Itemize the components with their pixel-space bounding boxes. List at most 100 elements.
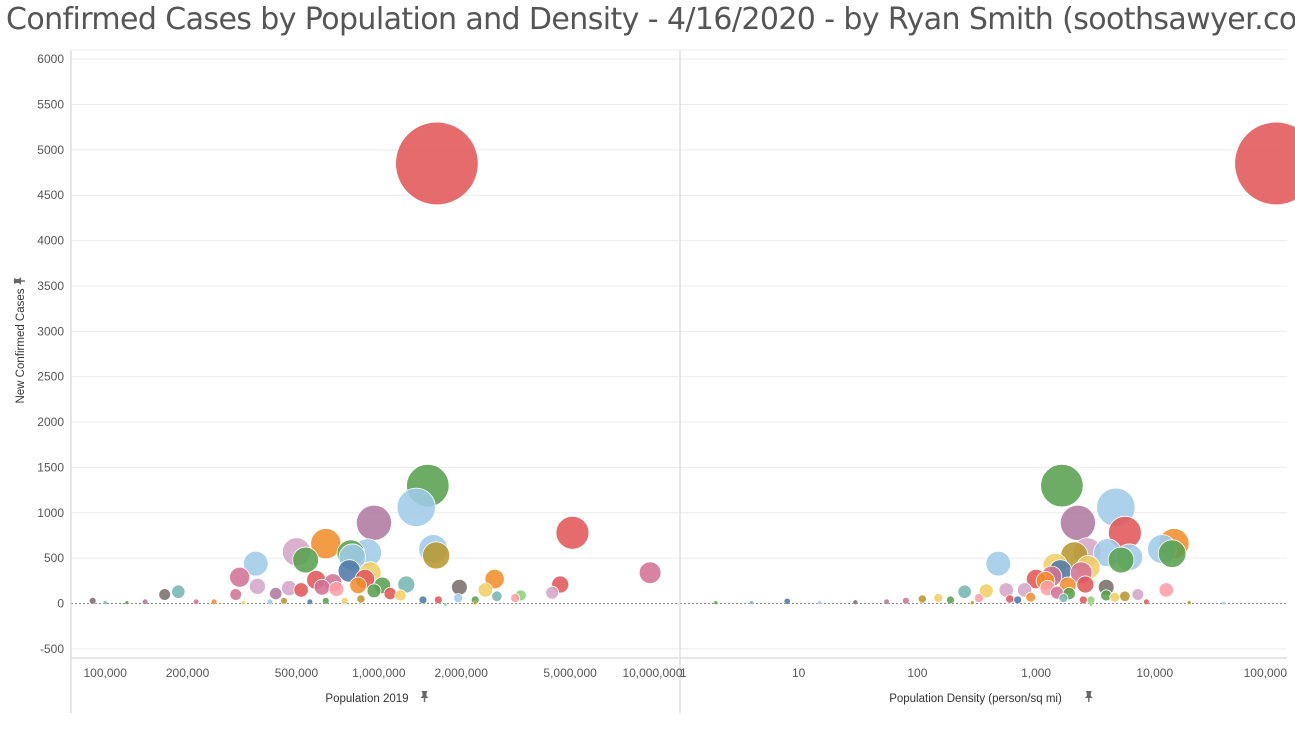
data-point[interactable] [784, 598, 791, 605]
data-point[interactable] [1013, 596, 1022, 604]
data-point[interactable] [1005, 594, 1015, 604]
data-point[interactable] [292, 546, 319, 574]
data-point[interactable] [985, 550, 1012, 577]
data-point[interactable] [313, 578, 331, 596]
data-point[interactable] [713, 600, 718, 605]
data-point[interactable] [1059, 504, 1096, 541]
data-point[interactable] [1058, 593, 1069, 604]
data-point[interactable] [158, 588, 172, 601]
x-axis-title: Population 2019 [325, 693, 408, 705]
data-point[interactable] [1109, 591, 1121, 603]
data-point[interactable] [510, 593, 521, 604]
data-point[interactable] [395, 121, 479, 206]
data-point[interactable] [366, 583, 382, 599]
data-point[interactable] [451, 578, 468, 596]
plot-frame [70, 49, 1287, 713]
data-point[interactable] [1143, 598, 1150, 605]
data-point[interactable] [946, 596, 955, 604]
x-tick-label: 2,000,000 [435, 666, 489, 680]
data-point[interactable] [638, 561, 662, 584]
data-point[interactable] [1076, 575, 1095, 594]
data-point[interactable] [477, 582, 493, 598]
data-point[interactable] [193, 598, 199, 605]
data-point[interactable] [1158, 582, 1174, 598]
data-point[interactable] [89, 597, 97, 605]
y-tick-label: 2500 [37, 370, 64, 384]
data-point[interactable] [349, 576, 367, 595]
data-point[interactable] [917, 594, 927, 604]
data-point[interactable] [1157, 539, 1187, 568]
data-point[interactable] [341, 597, 349, 605]
pin-icon[interactable] [14, 277, 25, 285]
data-point[interactable] [1221, 601, 1226, 605]
data-point[interactable] [852, 599, 858, 605]
data-point[interactable] [394, 589, 407, 602]
data-point[interactable] [103, 600, 108, 605]
data-point[interactable] [1234, 121, 1295, 206]
data-point[interactable] [383, 586, 397, 601]
data-point[interactable] [957, 584, 972, 599]
data-point[interactable] [229, 588, 243, 601]
data-point[interactable] [396, 487, 436, 527]
data-point[interactable] [817, 600, 822, 605]
data-point[interactable] [1119, 590, 1131, 602]
data-point[interactable] [328, 581, 345, 597]
x-tick-label: 500,000 [275, 666, 319, 680]
x-tick-label: 5,000,000 [543, 666, 597, 680]
data-point[interactable] [473, 600, 478, 605]
data-point[interactable] [443, 602, 448, 607]
data-point[interactable] [248, 577, 266, 595]
data-point[interactable] [422, 541, 451, 570]
data-point[interactable] [322, 597, 330, 605]
data-point[interactable] [241, 600, 246, 605]
data-point[interactable] [453, 593, 464, 604]
data-point[interactable] [1131, 588, 1145, 601]
data-point[interactable] [1087, 596, 1095, 604]
y-tick-label: 3500 [37, 279, 64, 293]
x-tick-label: 100,000 [83, 666, 127, 680]
data-point[interactable] [933, 593, 944, 604]
data-point[interactable] [1040, 463, 1084, 508]
y-tick-label: 2000 [37, 415, 64, 429]
data-point[interactable] [749, 600, 754, 605]
data-point[interactable] [970, 600, 975, 605]
data-point[interactable] [1025, 591, 1036, 603]
data-point[interactable] [434, 596, 443, 604]
data-point[interactable] [973, 593, 984, 604]
data-point[interactable] [242, 550, 269, 577]
y-tick-label: 1000 [37, 506, 64, 520]
data-point[interactable] [293, 582, 309, 598]
data-point[interactable] [171, 584, 186, 599]
data-point[interactable] [978, 583, 994, 599]
pin-icon[interactable] [420, 691, 429, 702]
data-point[interactable] [545, 585, 560, 600]
y-tick-label: 5500 [37, 97, 64, 111]
data-point[interactable] [1079, 596, 1088, 604]
x-tick-label: 10 [792, 666, 806, 680]
data-point[interactable] [355, 504, 392, 541]
data-point[interactable] [142, 598, 148, 605]
data-point[interactable] [491, 590, 503, 602]
data-point[interactable] [902, 597, 910, 605]
data-point[interactable] [356, 594, 366, 604]
data-point[interactable] [555, 515, 590, 550]
data-point[interactable] [280, 597, 288, 605]
data-point[interactable] [1107, 546, 1135, 574]
data-point[interactable] [211, 598, 217, 605]
data-point[interactable] [397, 575, 416, 594]
data-point[interactable] [1187, 600, 1192, 605]
y-tick-label: 4500 [37, 188, 64, 202]
x-tick-label: 100 [907, 666, 927, 680]
pin-icon[interactable] [1084, 691, 1093, 702]
data-point[interactable] [883, 598, 890, 605]
data-point[interactable] [1089, 602, 1093, 607]
y-tick-label: 6000 [37, 52, 64, 66]
data-point[interactable] [307, 598, 313, 605]
data-points[interactable] [89, 121, 1295, 607]
data-point[interactable] [267, 598, 273, 605]
data-point[interactable] [229, 566, 251, 588]
data-point[interactable] [124, 600, 129, 605]
data-point[interactable] [419, 596, 427, 604]
data-point[interactable] [269, 586, 283, 601]
